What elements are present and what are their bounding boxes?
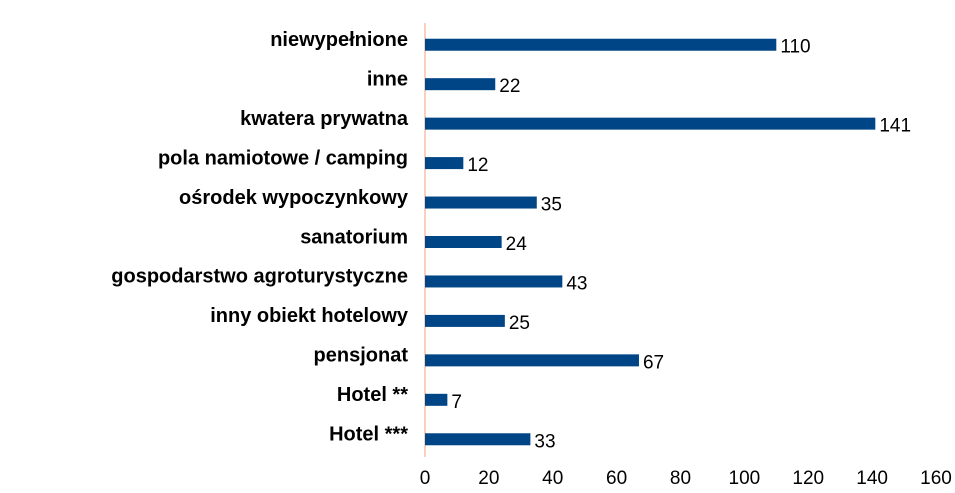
bar [425,433,531,446]
category-label: kwatera prywatna [240,108,409,130]
bar [425,393,448,406]
category-label: pensjonat [314,345,409,367]
x-tick-label: 160 [920,468,952,489]
value-label: 7 [451,392,462,413]
value-label: 22 [499,76,520,97]
value-label: 24 [506,234,528,255]
bar [425,117,876,130]
value-label: 35 [541,195,562,216]
bar [425,354,639,367]
category-label: niewypełnione [270,29,408,51]
bar [425,38,777,51]
x-tick-label: 40 [542,468,563,489]
bar [425,314,505,327]
category-label: Hotel ** [337,384,408,406]
category-label: Hotel *** [329,424,408,446]
category-label: sanatorium [300,226,408,248]
bar [425,157,464,170]
x-tick-label: 100 [729,468,761,489]
x-tick-label: 0 [420,468,431,489]
bar [425,275,563,288]
category-label: pola namiotowe / camping [158,147,408,169]
x-tick-label: 140 [856,468,888,489]
value-label: 141 [879,116,911,137]
category-label: ośrodek wypoczynkowy [179,187,409,209]
category-label: inne [367,68,408,90]
x-tick-label: 60 [606,468,627,489]
value-label: 110 [780,37,810,58]
category-label: gospodarstwo agroturystyczne [111,266,408,288]
bar [425,78,496,91]
x-tick-label: 80 [670,468,691,489]
value-label: 67 [643,352,664,373]
value-label: 25 [509,313,530,334]
bar [425,196,537,209]
value-label: 43 [566,273,587,294]
x-tick-label: 120 [792,468,824,489]
category-label: inny obiekt hotelowy [210,305,409,327]
x-tick-label: 20 [478,468,499,489]
value-label: 33 [534,431,555,452]
value-label: 12 [467,155,488,176]
bar [425,236,502,248]
